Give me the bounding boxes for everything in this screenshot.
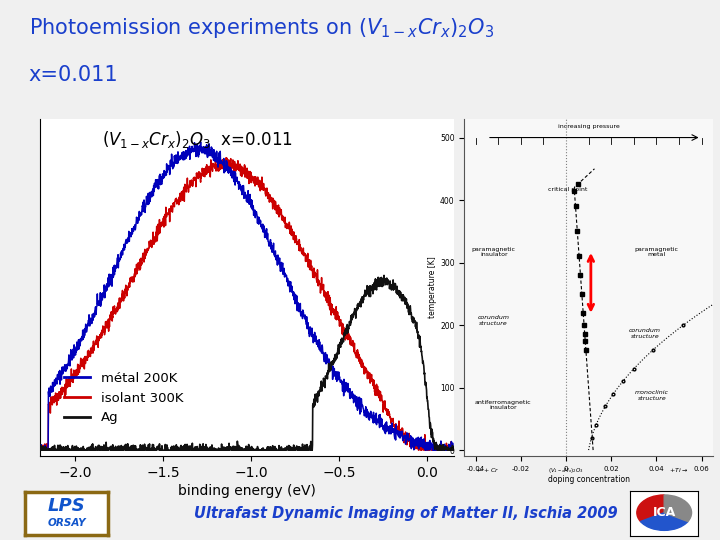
Text: corundum
structure: corundum structure — [629, 328, 661, 339]
X-axis label: doping concentration: doping concentration — [548, 475, 629, 484]
Text: antiferromagnetic
insulator: antiferromagnetic insulator — [474, 400, 531, 410]
Text: paramagnetic
insulator: paramagnetic insulator — [472, 246, 516, 257]
Wedge shape — [637, 495, 665, 522]
Text: $(V_{1-x}M_x)_2O_3$: $(V_{1-x}M_x)_2O_3$ — [548, 466, 584, 475]
Text: corundum
structure: corundum structure — [478, 315, 510, 326]
Text: LPS: LPS — [48, 497, 86, 515]
Text: ORSAY: ORSAY — [48, 518, 86, 528]
Text: ICA: ICA — [652, 506, 676, 519]
Text: monoclinic
structure: monoclinic structure — [635, 390, 669, 401]
Text: critical point: critical point — [548, 187, 588, 192]
Text: $\leftarrow +Cr$: $\leftarrow +Cr$ — [474, 466, 499, 474]
Wedge shape — [665, 495, 691, 522]
Text: $+Ti\rightarrow$: $+Ti\rightarrow$ — [670, 466, 688, 474]
Text: Photoemission experiments on $(V_{1-x}Cr_x)_2O_3$: Photoemission experiments on $(V_{1-x}Cr… — [29, 16, 494, 39]
Text: x=0.011: x=0.011 — [29, 65, 118, 85]
Wedge shape — [641, 512, 688, 530]
Text: Ultrafast Dynamic Imaging of Matter II, Ischia 2009: Ultrafast Dynamic Imaging of Matter II, … — [194, 506, 618, 521]
Legend: métal 200K, isolant 300K, Ag: métal 200K, isolant 300K, Ag — [58, 367, 189, 429]
X-axis label: binding energy (eV): binding energy (eV) — [178, 484, 315, 498]
Text: increasing pressure: increasing pressure — [558, 124, 619, 129]
Y-axis label: temperature [K]: temperature [K] — [428, 256, 437, 319]
Text: paramagnetic
metal: paramagnetic metal — [634, 246, 678, 257]
Text: $(V_{1-x}Cr_x)_2O_3$  x=0.011: $(V_{1-x}Cr_x)_2O_3$ x=0.011 — [102, 129, 292, 150]
